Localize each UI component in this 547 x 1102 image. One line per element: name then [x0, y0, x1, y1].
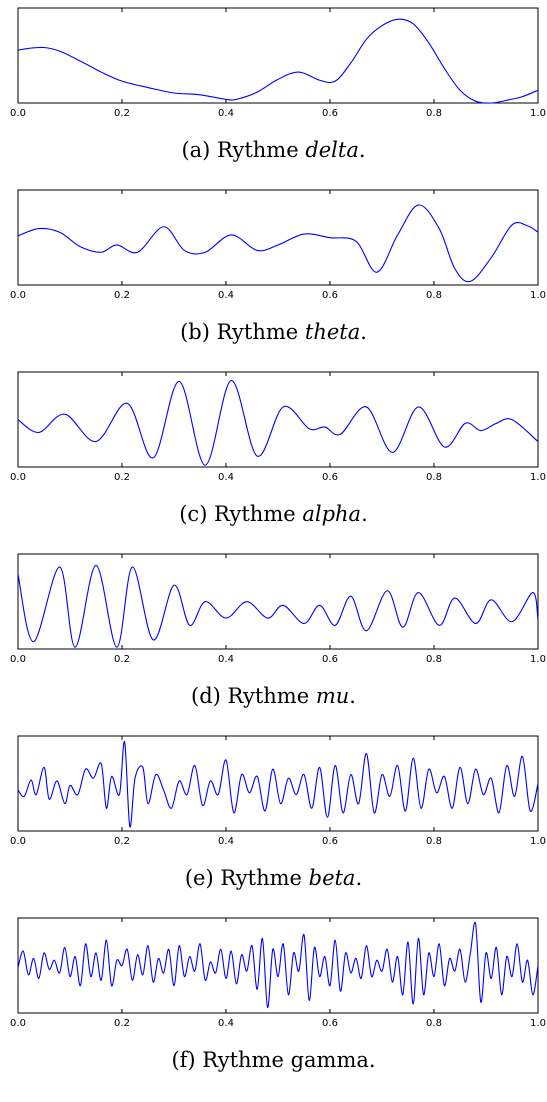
figure-caption: (d) Rythme mu.	[0, 684, 547, 708]
figure-caption: (e) Rythme beta.	[0, 866, 547, 890]
x-tick-label: 1.0	[530, 836, 546, 847]
figure-caption: (c) Rythme alpha.	[0, 502, 547, 526]
chart-panel: 0.0 0.2 0.4 0.6 0.8 1.0 (b) Rythme theta.	[0, 188, 547, 370]
x-tick-label: 1.0	[530, 654, 546, 665]
x-tick-label: 0.6	[322, 290, 338, 301]
plot-frame	[17, 189, 539, 286]
signal-line	[17, 564, 539, 648]
x-tick-label: 0.4	[218, 108, 234, 119]
x-tick-label: 0.4	[218, 1018, 234, 1029]
caption-suffix: .	[349, 684, 356, 708]
x-tick-label: 0.8	[426, 836, 442, 847]
waveform-chart: 0.0 0.2 0.4 0.6 0.8 1.0	[10, 371, 546, 483]
caption-prefix: (b) Rythme	[180, 320, 305, 344]
caption-rhythm-name: beta	[308, 866, 356, 890]
x-tick-label: 0.4	[218, 290, 234, 301]
figure-caption: (f) Rythme gamma.	[0, 1048, 547, 1072]
waveform-chart: 0.0 0.2 0.4 0.6 0.8 1.0	[10, 917, 546, 1029]
chart-panel: 0.0 0.2 0.4 0.6 0.8 1.0 (d) Rythme mu.	[0, 552, 547, 734]
caption-suffix: .	[368, 1048, 376, 1072]
x-tick-label: 1.0	[530, 108, 546, 119]
x-tick-label: 0.6	[322, 108, 338, 119]
x-tick-label: 0.6	[322, 472, 338, 483]
x-tick-label: 1.0	[530, 290, 546, 301]
caption-rhythm-name: mu	[315, 684, 350, 708]
caption-rhythm-name: delta	[305, 138, 359, 162]
x-tick-label: 0.2	[114, 290, 130, 301]
x-tick-label: 0.0	[10, 654, 26, 665]
signal-line	[17, 379, 539, 466]
caption-prefix: (f) Rythme	[171, 1048, 291, 1072]
x-tick-label: 0.2	[114, 836, 130, 847]
figure-caption: (a) Rythme delta.	[0, 138, 547, 162]
caption-suffix: .	[361, 502, 368, 526]
x-tick-label: 0.8	[426, 290, 442, 301]
x-tick-label: 0.6	[322, 1018, 338, 1029]
x-tick-label: 0.0	[10, 290, 26, 301]
x-tick-label: 1.0	[530, 472, 546, 483]
chart-panel: 0.0 0.2 0.4 0.6 0.8 1.0 (f) Rythme gamma.	[0, 916, 547, 1098]
caption-rhythm-name: theta	[304, 320, 361, 344]
x-tick-label: 0.4	[218, 836, 234, 847]
signal-line	[17, 18, 539, 104]
caption-suffix: .	[358, 138, 366, 162]
x-tick-label: 0.2	[114, 108, 130, 119]
signal-line	[17, 204, 539, 283]
x-tick-label: 0.0	[10, 472, 26, 483]
signal-line	[17, 921, 539, 1009]
x-tick-label: 0.0	[10, 1018, 26, 1029]
waveform-chart: 0.0 0.2 0.4 0.6 0.8 1.0	[10, 189, 546, 301]
caption-prefix: (e) Rythme	[184, 866, 309, 890]
x-tick-label: 0.8	[426, 108, 442, 119]
plot-frame	[17, 735, 539, 832]
signal-line	[17, 741, 539, 828]
caption-prefix: (c) Rythme	[179, 502, 303, 526]
x-tick-label: 0.2	[114, 654, 130, 665]
x-tick-label: 0.2	[114, 472, 130, 483]
x-tick-label: 0.4	[218, 472, 234, 483]
x-tick-label: 0.8	[426, 654, 442, 665]
caption-suffix: .	[355, 866, 363, 890]
waveform-chart: 0.0 0.2 0.4 0.6 0.8 1.0	[10, 735, 546, 847]
caption-rhythm-name: gamma	[290, 1048, 369, 1072]
x-tick-label: 0.2	[114, 1018, 130, 1029]
x-tick-label: 0.6	[322, 654, 338, 665]
plot-frame	[17, 917, 539, 1014]
chart-panel: 0.0 0.2 0.4 0.6 0.8 1.0 (e) Rythme beta.	[0, 734, 547, 916]
chart-panel: 0.0 0.2 0.4 0.6 0.8 1.0 (c) Rythme alpha.	[0, 370, 547, 552]
x-tick-label: 0.6	[322, 836, 338, 847]
caption-prefix: (a) Rythme	[181, 138, 306, 162]
plot-frame	[17, 371, 539, 468]
x-tick-label: 0.0	[10, 836, 26, 847]
waveform-chart: 0.0 0.2 0.4 0.6 0.8 1.0	[10, 7, 546, 119]
caption-suffix: .	[360, 320, 367, 344]
figure-caption: (b) Rythme theta.	[0, 320, 547, 344]
x-tick-label: 0.4	[218, 654, 234, 665]
caption-rhythm-name: alpha	[302, 502, 362, 526]
x-tick-label: 0.0	[10, 108, 26, 119]
caption-prefix: (d) Rythme	[191, 684, 316, 708]
x-tick-label: 0.8	[426, 1018, 442, 1029]
x-tick-label: 0.8	[426, 472, 442, 483]
x-tick-label: 1.0	[530, 1018, 546, 1029]
chart-panel: 0.0 0.2 0.4 0.6 0.8 1.0 (a) Rythme delta.	[0, 6, 547, 188]
plot-frame	[17, 7, 539, 104]
waveform-chart: 0.0 0.2 0.4 0.6 0.8 1.0	[10, 553, 546, 665]
plot-frame	[17, 553, 539, 650]
